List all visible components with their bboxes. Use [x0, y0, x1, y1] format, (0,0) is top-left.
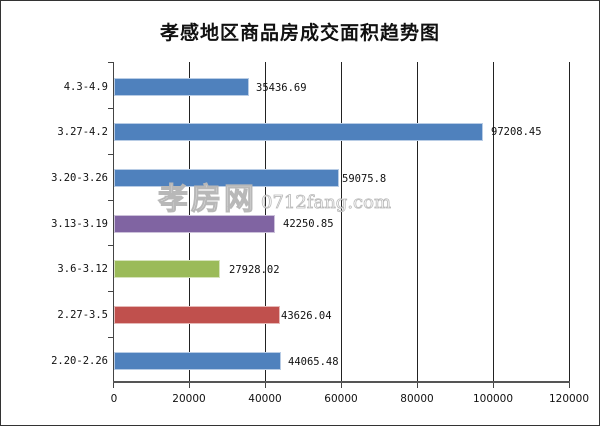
value-label: 42250.85 — [283, 218, 334, 230]
bar-2.27-3.5 — [114, 306, 280, 324]
category-label: 2.27-3.5 — [57, 309, 108, 321]
gridline-100000 — [493, 62, 494, 383]
gridline-80000 — [417, 62, 418, 383]
bar-3.13-3.19 — [114, 215, 275, 233]
y-tick — [108, 62, 113, 63]
gridline-120000 — [569, 62, 570, 383]
category-label: 3.13-3.19 — [51, 218, 108, 230]
category-label: 3.6-3.12 — [57, 263, 108, 275]
gridline-60000 — [341, 62, 342, 383]
bar-3.27-4.2 — [114, 123, 484, 141]
value-label: 27928.02 — [229, 264, 280, 276]
bar-3.20-3.26 — [114, 169, 339, 187]
x-tick-label: 100000 — [472, 393, 514, 405]
bar-2.20-2.26 — [114, 352, 282, 370]
category-label: 4.3-4.9 — [63, 81, 108, 93]
x-tick — [417, 383, 418, 388]
bar-3.6-3.12 — [114, 260, 221, 278]
y-tick — [108, 291, 113, 292]
x-tick — [113, 383, 114, 388]
x-axis — [113, 381, 570, 383]
x-tick-label: 60000 — [324, 393, 358, 405]
x-tick-label: 40000 — [248, 393, 282, 405]
x-tick — [493, 383, 494, 388]
x-tick-label: 0 — [110, 393, 118, 405]
value-label: 59075.8 — [342, 173, 387, 185]
category-label: 3.20-3.26 — [51, 172, 108, 184]
y-tick — [108, 200, 113, 201]
category-label: 2.20-2.26 — [51, 355, 108, 367]
value-label: 97208.45 — [491, 126, 542, 138]
bar-4.3-4.9 — [114, 78, 249, 96]
y-tick — [108, 245, 113, 246]
plot-area: 35436.69 97208.45 59075.8 42250.85 27928… — [108, 62, 570, 388]
value-label: 35436.69 — [256, 82, 307, 94]
value-label: 44065.48 — [288, 356, 339, 368]
category-label: 3.27-4.2 — [57, 126, 108, 138]
chart-title: 孝感地区商品房成交面积趋势图 — [159, 22, 440, 44]
x-tick — [569, 383, 570, 388]
x-tick — [189, 383, 190, 388]
x-tick-label: 20000 — [172, 393, 206, 405]
x-tick-label: 120000 — [548, 393, 590, 405]
value-label: 43626.04 — [281, 310, 332, 322]
x-tick — [265, 383, 266, 388]
y-tick — [108, 154, 113, 155]
x-tick — [341, 383, 342, 388]
y-tick — [108, 108, 113, 109]
y-axis — [113, 62, 114, 383]
y-tick — [108, 337, 113, 338]
x-tick-label: 80000 — [400, 393, 434, 405]
